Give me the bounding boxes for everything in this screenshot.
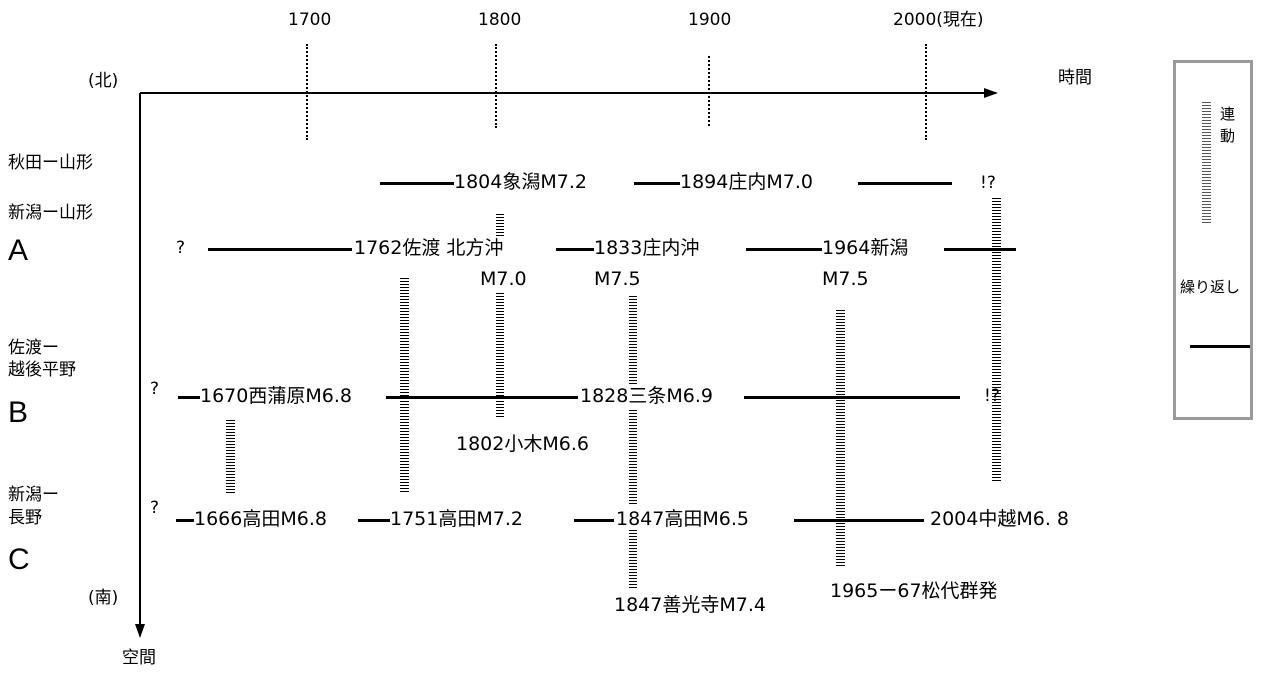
- linked-bar-1762: [400, 278, 409, 494]
- region-sado-line1: 佐渡ー: [8, 338, 59, 358]
- region-letter-a: A: [8, 234, 29, 267]
- tick-line-2000: [925, 44, 927, 140]
- event-zenkoji: 1847善光寺M7.4: [614, 594, 766, 616]
- linked-bar-future: [992, 198, 1001, 482]
- tick-line-1800: [495, 44, 497, 128]
- event-sado-hoppo: 1762佐渡 北方沖: [352, 237, 506, 259]
- event-a-uncertain: ?: [176, 238, 186, 258]
- event-akita-uncertain: !?: [980, 173, 996, 193]
- linked-bar-kisakata-sado: [496, 214, 504, 236]
- region-niigata-nagano-line1: 新潟ー: [8, 485, 59, 505]
- recurrence-line-c-2: [358, 519, 390, 522]
- event-sanjo: 1828三条M6.9: [578, 385, 715, 407]
- event-ogi: 1802小木M6.6: [456, 433, 589, 455]
- event-shonai: 1894庄内M7.0: [680, 171, 813, 193]
- region-akita-yamagata: 秋田ー山形: [8, 153, 93, 173]
- recurrence-line-a-3: [746, 248, 822, 251]
- recurrence-line-a-1: [208, 248, 354, 251]
- space-axis-label: 空間: [122, 648, 156, 668]
- recurrence-line-a-4: [944, 248, 1016, 251]
- event-nishikanbara: 1670西蒲原M6.8: [200, 385, 352, 407]
- linked-bar-1670: [226, 420, 235, 494]
- linked-bar-1828-upper: [629, 296, 637, 384]
- tick-label-1700: 1700: [288, 10, 332, 30]
- event-shonai-oki: 1833庄内沖: [594, 237, 700, 259]
- tick-line-1900: [708, 56, 710, 126]
- recurrence-line-b-2: [386, 396, 578, 399]
- event-shonai-oki-magnitude: M7.5: [594, 268, 641, 290]
- recurrence-line-b-3: [744, 396, 960, 399]
- event-b-uncertain: ?: [150, 379, 160, 399]
- legend-linked-label-2: 動: [1220, 127, 1236, 145]
- region-sado-line2: 越後平野: [8, 360, 76, 380]
- legend-recurrence-swatch: [1190, 345, 1250, 348]
- region-niigata-yamagata: 新潟ー山形: [8, 203, 93, 223]
- linked-bar-matsushiro: [836, 310, 845, 566]
- recurrence-line-b-1: [178, 396, 200, 399]
- linked-bar-sado-ogi: [496, 293, 504, 417]
- recurrence-line-akita-3: [858, 182, 952, 185]
- event-takada-1751: 1751高田M7.2: [390, 508, 523, 530]
- event-niigata-1964: 1964新潟: [822, 237, 909, 259]
- tick-label-2000: 2000(現在): [893, 10, 984, 30]
- event-kisakata: 1804象潟M7.2: [454, 171, 587, 193]
- region-letter-c: C: [8, 543, 30, 576]
- linked-bar-1847: [629, 530, 637, 588]
- recurrence-line-akita-2: [634, 182, 680, 185]
- recurrence-line-c-1: [176, 519, 194, 522]
- region-letter-b: B: [8, 396, 29, 429]
- north-label: (北): [88, 71, 119, 91]
- recurrence-line-a-2: [556, 248, 594, 251]
- tick-label-1800: 1800: [478, 10, 522, 30]
- event-takada-1847: 1847高田M6.5: [614, 508, 751, 530]
- legend-linked-swatch: [1202, 102, 1211, 224]
- legend-box: 連 動 繰り返し: [1173, 60, 1253, 420]
- event-niigata-magnitude: M7.5: [822, 268, 869, 290]
- event-matsushiro: 1965ー67松代群発: [830, 580, 998, 602]
- legend-recurrence-label: 繰り返し: [1180, 278, 1241, 296]
- recurrence-line-c-3: [574, 519, 614, 522]
- event-sado-magnitude: M7.0: [480, 268, 527, 290]
- event-takada-1666: 1666高田M6.8: [194, 508, 327, 530]
- region-niigata-nagano-line2: 長野: [8, 508, 42, 528]
- time-axis-label: 時間: [1058, 68, 1092, 88]
- recurrence-line-akita-1: [380, 182, 454, 185]
- legend-linked-label-1: 連: [1220, 105, 1236, 123]
- linked-bar-1828-lower: [629, 410, 637, 506]
- tick-label-1900: 1900: [688, 10, 732, 30]
- south-label: (南): [88, 588, 119, 608]
- event-b-end-uncertain: !?: [984, 386, 1000, 406]
- event-c-uncertain: ?: [150, 498, 160, 518]
- tick-line-1700: [306, 44, 308, 140]
- event-chuetsu: 2004中越M6. 8: [930, 508, 1070, 530]
- recurrence-line-c-4: [794, 519, 924, 522]
